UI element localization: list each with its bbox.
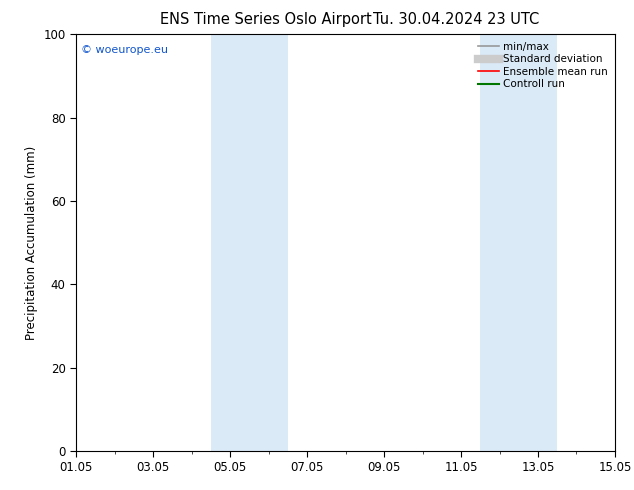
- Legend: min/max, Standard deviation, Ensemble mean run, Controll run: min/max, Standard deviation, Ensemble me…: [476, 40, 610, 92]
- Bar: [480, 34, 557, 451]
- Text: ENS Time Series Oslo Airport: ENS Time Series Oslo Airport: [160, 12, 372, 27]
- Text: Tu. 30.04.2024 23 UTC: Tu. 30.04.2024 23 UTC: [373, 12, 540, 27]
- Y-axis label: Precipitation Accumulation (mm): Precipitation Accumulation (mm): [25, 146, 38, 340]
- Text: © woeurope.eu: © woeurope.eu: [81, 45, 169, 55]
- Bar: [210, 34, 288, 451]
